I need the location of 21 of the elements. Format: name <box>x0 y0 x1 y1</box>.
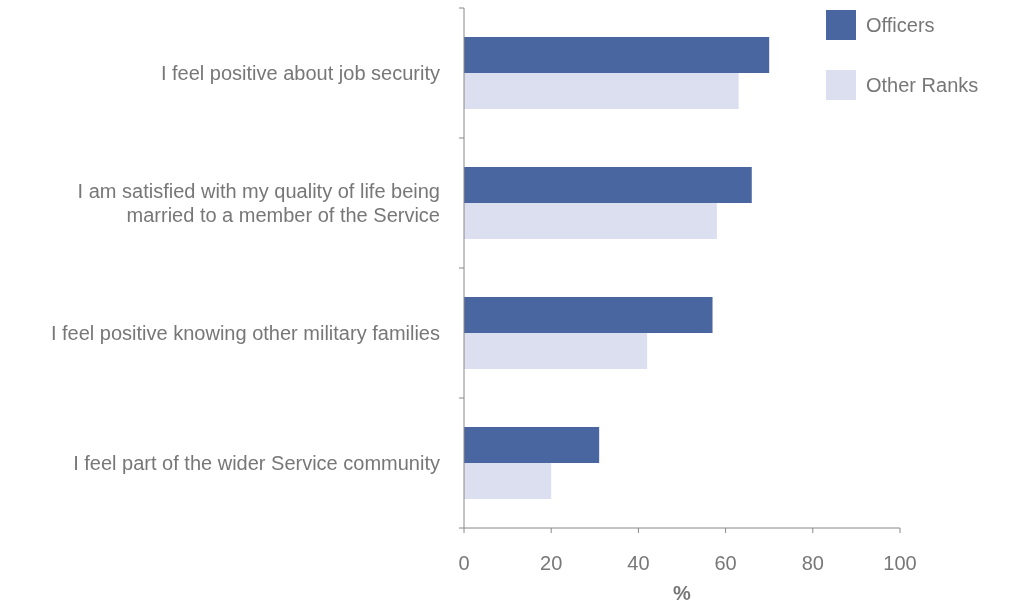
x-tick-label: 40 <box>627 552 650 574</box>
x-axis-title: % <box>673 582 692 604</box>
y-tick-label: I feel part of the wider Service community <box>73 452 440 474</box>
x-tick-label: 60 <box>714 552 737 574</box>
bar <box>464 333 648 369</box>
legend-label: Other Ranks <box>866 74 979 96</box>
bar <box>464 297 713 333</box>
x-tick-label: 0 <box>458 552 470 574</box>
y-tick-label: I feel positive about job security <box>160 62 440 84</box>
x-tick-label: 20 <box>540 552 563 574</box>
bar <box>464 427 600 463</box>
legend-label: Officers <box>866 14 935 36</box>
x-tick-label: 100 <box>883 552 917 574</box>
bar <box>464 37 770 73</box>
bar <box>464 203 717 239</box>
x-tick-label: 80 <box>801 552 824 574</box>
bar <box>464 463 552 499</box>
y-tick-label: I feel positive knowing other military families <box>50 322 440 344</box>
y-tick-label: I am satisfied with my quality of life being married to a member of the Service <box>77 180 440 226</box>
bar <box>464 73 739 109</box>
bar <box>464 167 752 203</box>
